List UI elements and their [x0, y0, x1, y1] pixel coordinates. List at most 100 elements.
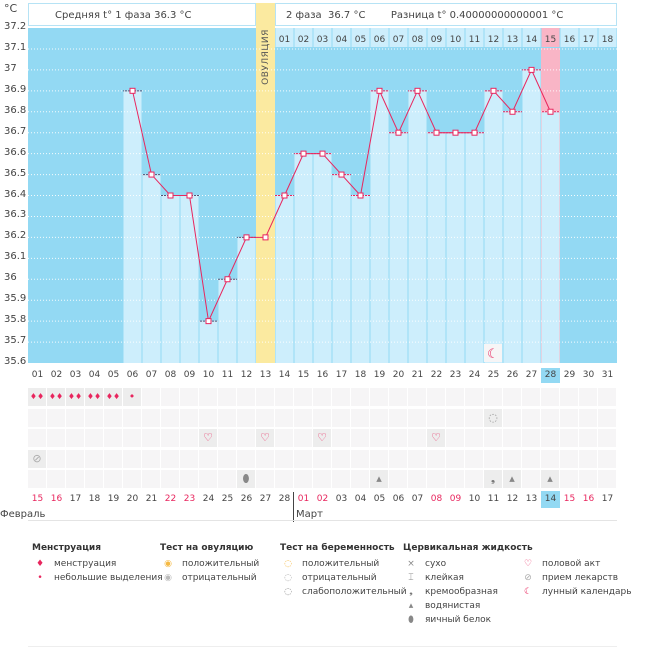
- day-label[interactable]: 05: [107, 370, 120, 380]
- day-label[interactable]: 19: [373, 370, 386, 380]
- mark-cell[interactable]: [579, 470, 597, 488]
- day-label[interactable]: 22: [430, 370, 443, 380]
- mark-cell[interactable]: [123, 449, 141, 468]
- mark-cell[interactable]: [161, 429, 179, 447]
- mark-cell[interactable]: [446, 408, 464, 427]
- menstruation-icon[interactable]: ♦♦: [66, 388, 84, 406]
- day-label[interactable]: 28: [541, 368, 560, 383]
- day-label[interactable]: 08: [164, 370, 177, 380]
- day-label[interactable]: 24: [468, 370, 481, 380]
- mark-cell[interactable]: [484, 388, 502, 406]
- mark-cell[interactable]: [446, 449, 464, 468]
- mark-cell[interactable]: [351, 408, 369, 427]
- day-label[interactable]: 01: [31, 370, 44, 380]
- egg-white-icon[interactable]: ⬮: [237, 470, 255, 488]
- day-label[interactable]: 20: [392, 370, 405, 380]
- mark-cell[interactable]: [332, 408, 350, 427]
- mark-cell[interactable]: [503, 449, 521, 468]
- mark-cell[interactable]: [66, 449, 84, 468]
- mark-cell[interactable]: [66, 408, 84, 427]
- mark-cell[interactable]: [275, 388, 293, 406]
- mark-cell[interactable]: [408, 470, 426, 488]
- mark-cell[interactable]: [503, 388, 521, 406]
- watery-icon[interactable]: ▴: [370, 470, 388, 488]
- mark-cell[interactable]: [123, 470, 141, 488]
- mark-cell[interactable]: [351, 449, 369, 468]
- menstruation-icon[interactable]: ♦♦: [85, 388, 103, 406]
- mark-cell[interactable]: [598, 429, 616, 447]
- mark-cell[interactable]: [180, 408, 198, 427]
- day-label[interactable]: 29: [563, 370, 576, 380]
- mark-cell[interactable]: [427, 408, 445, 427]
- mark-cell[interactable]: [218, 408, 236, 427]
- mark-cell[interactable]: [104, 408, 122, 427]
- mark-cell[interactable]: [389, 388, 407, 406]
- mark-cell[interactable]: [237, 388, 255, 406]
- mark-cell[interactable]: [161, 449, 179, 468]
- mark-cell[interactable]: [47, 408, 65, 427]
- mark-cell[interactable]: [332, 388, 350, 406]
- mark-cell[interactable]: [275, 408, 293, 427]
- mark-cell[interactable]: [66, 470, 84, 488]
- mark-cell[interactable]: [28, 408, 46, 427]
- mark-cell[interactable]: [218, 449, 236, 468]
- mark-cell[interactable]: [465, 449, 483, 468]
- mark-cell[interactable]: [218, 429, 236, 447]
- day-label[interactable]: 18: [354, 370, 367, 380]
- mark-cell[interactable]: [351, 470, 369, 488]
- mark-cell[interactable]: [332, 429, 350, 447]
- mark-cell[interactable]: [389, 408, 407, 427]
- mark-cell[interactable]: [370, 449, 388, 468]
- mark-cell[interactable]: [332, 470, 350, 488]
- mark-cell[interactable]: [294, 470, 312, 488]
- mark-cell[interactable]: [294, 429, 312, 447]
- mark-cell[interactable]: [161, 408, 179, 427]
- mark-cell[interactable]: [598, 388, 616, 406]
- mark-cell[interactable]: [579, 388, 597, 406]
- day-label[interactable]: 07: [145, 370, 158, 380]
- day-label[interactable]: 14: [278, 370, 291, 380]
- mark-cell[interactable]: [85, 429, 103, 447]
- mark-cell[interactable]: [28, 429, 46, 447]
- mark-cell[interactable]: [522, 429, 540, 447]
- day-label[interactable]: 04: [88, 370, 101, 380]
- mark-cell[interactable]: [256, 388, 274, 406]
- mark-cell[interactable]: [560, 408, 578, 427]
- mark-cell[interactable]: [275, 470, 293, 488]
- mark-cell[interactable]: [123, 408, 141, 427]
- day-label[interactable]: 12: [240, 370, 253, 380]
- mark-cell[interactable]: [370, 408, 388, 427]
- mark-cell[interactable]: [484, 449, 502, 468]
- mark-cell[interactable]: [332, 449, 350, 468]
- mark-cell[interactable]: [180, 470, 198, 488]
- day-label[interactable]: 02: [50, 370, 63, 380]
- mark-cell[interactable]: [313, 470, 331, 488]
- mark-cell[interactable]: [142, 470, 160, 488]
- day-label[interactable]: 03: [69, 370, 82, 380]
- mark-cell[interactable]: [237, 449, 255, 468]
- mark-cell[interactable]: [370, 388, 388, 406]
- mark-cell[interactable]: [522, 388, 540, 406]
- mark-cell[interactable]: [427, 449, 445, 468]
- mark-cell[interactable]: [237, 408, 255, 427]
- mark-cell[interactable]: [218, 470, 236, 488]
- intercourse-icon[interactable]: ♡: [313, 429, 331, 447]
- mark-cell[interactable]: [465, 388, 483, 406]
- mark-cell[interactable]: [123, 429, 141, 447]
- mark-cell[interactable]: [161, 388, 179, 406]
- day-label[interactable]: 26: [506, 370, 519, 380]
- mark-cell[interactable]: [275, 429, 293, 447]
- mark-cell[interactable]: [579, 449, 597, 468]
- mark-cell[interactable]: [47, 429, 65, 447]
- mark-cell[interactable]: [465, 408, 483, 427]
- mark-cell[interactable]: [522, 470, 540, 488]
- mark-cell[interactable]: [427, 470, 445, 488]
- mark-cell[interactable]: [180, 388, 198, 406]
- mark-cell[interactable]: [104, 449, 122, 468]
- mark-cell[interactable]: [541, 408, 559, 427]
- mark-cell[interactable]: [104, 470, 122, 488]
- menstruation-icon[interactable]: ♦♦: [28, 388, 46, 406]
- spotting-icon[interactable]: •: [123, 388, 141, 406]
- menstruation-icon[interactable]: ♦♦: [47, 388, 65, 406]
- mark-cell[interactable]: [598, 470, 616, 488]
